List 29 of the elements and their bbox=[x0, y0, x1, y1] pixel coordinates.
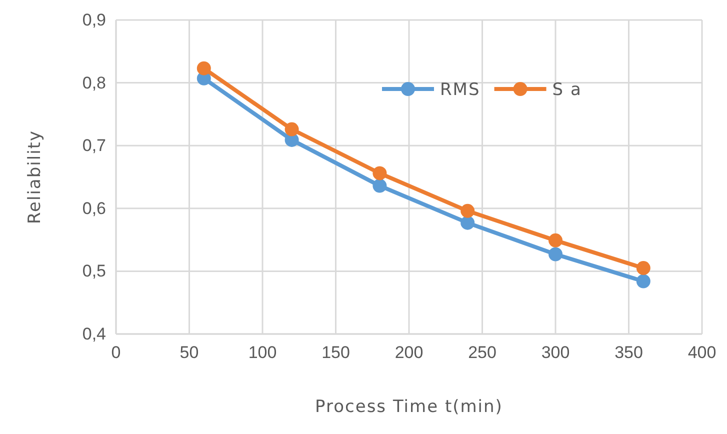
x-tick-label: 50 bbox=[180, 343, 199, 362]
point bbox=[284, 122, 299, 136]
point bbox=[636, 274, 650, 288]
x-tick-label: 300 bbox=[541, 343, 570, 362]
x-tick-label: 350 bbox=[614, 343, 643, 362]
y-tick-label: 0,8 bbox=[82, 73, 106, 92]
x-tick-label: 0 bbox=[111, 343, 121, 362]
x-tick-label: 150 bbox=[322, 343, 350, 362]
y-tick-label: 0,5 bbox=[82, 262, 106, 281]
x-axis-title: Process Time t(min) bbox=[315, 397, 503, 417]
point bbox=[548, 233, 562, 248]
point bbox=[372, 166, 387, 180]
point bbox=[548, 247, 562, 262]
legend-label: S a bbox=[552, 80, 582, 100]
y-tick-label: 0,9 bbox=[82, 10, 106, 30]
y-tick-label: 0,7 bbox=[82, 136, 106, 156]
point bbox=[460, 204, 475, 218]
point bbox=[196, 61, 211, 76]
x-tick-label: 200 bbox=[394, 343, 424, 362]
x-tick-label: 100 bbox=[248, 343, 277, 362]
point bbox=[636, 261, 650, 276]
x-tick-label: 250 bbox=[468, 343, 496, 362]
point bbox=[372, 178, 387, 193]
x-tick-label: 400 bbox=[688, 343, 716, 362]
point bbox=[460, 216, 475, 230]
legend-label: RMS bbox=[440, 80, 480, 100]
y-axis-title: Reliability bbox=[25, 130, 45, 224]
y-tick-label: 0,6 bbox=[82, 198, 106, 218]
y-tick-label: 0,4 bbox=[82, 324, 106, 344]
